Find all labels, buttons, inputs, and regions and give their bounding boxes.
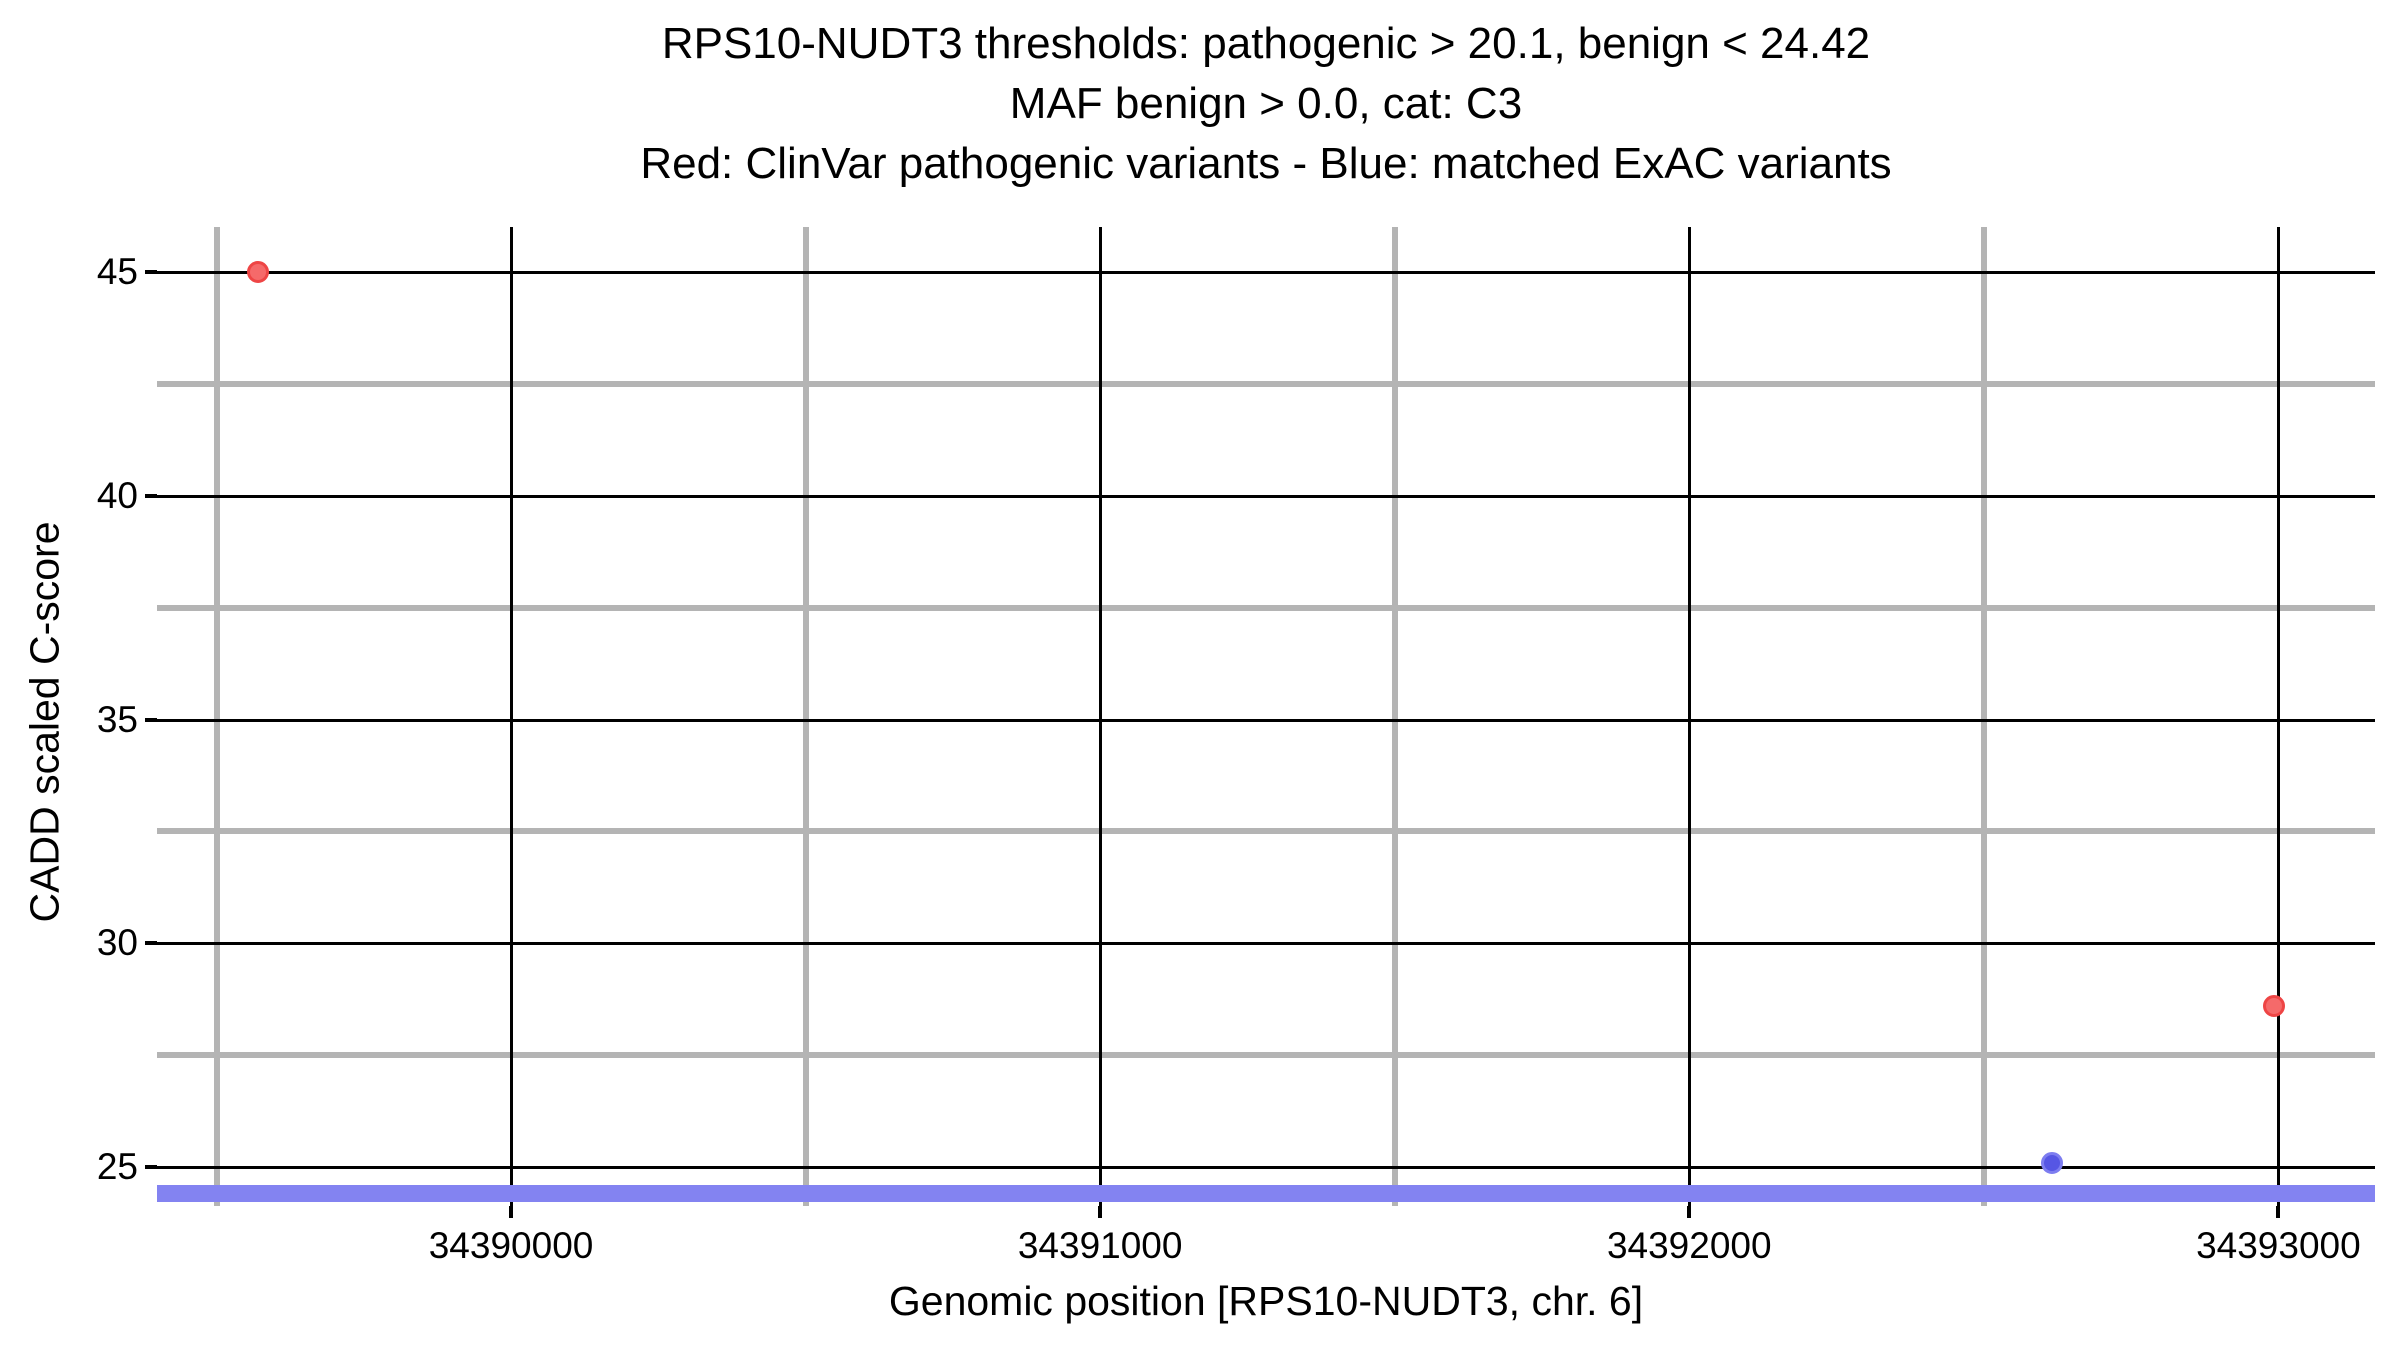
- y-tick-label: 30: [96, 922, 138, 964]
- gridline-minor-horizontal: [157, 381, 2375, 388]
- gridline-major-vertical: [1099, 227, 1103, 1206]
- gridline-minor-horizontal: [157, 604, 2375, 611]
- x-axis-title: Genomic position [RPS10-NUDT3, chr. 6]: [888, 1278, 1644, 1324]
- benign-threshold-bar: [157, 1185, 2375, 1203]
- gridline-minor-vertical: [802, 227, 809, 1206]
- y-tick-label: 45: [96, 251, 138, 293]
- data-point-blue: [2041, 1151, 2064, 1174]
- y-tick-label: 40: [96, 474, 138, 516]
- gridline-minor-vertical: [213, 227, 220, 1206]
- y-tick-mark: [145, 493, 157, 498]
- gridline-minor-vertical: [1391, 227, 1398, 1206]
- y-tick-label: 25: [96, 1146, 138, 1188]
- x-tick-mark: [2276, 1206, 2281, 1218]
- x-tick-mark: [1098, 1206, 1103, 1218]
- y-tick-mark: [145, 941, 157, 946]
- gridline-major-horizontal: [157, 271, 2375, 275]
- gridline-major-horizontal: [157, 942, 2375, 946]
- y-tick-mark: [145, 717, 157, 722]
- x-tick-label: 34390000: [428, 1225, 594, 1266]
- x-tick-label: 34391000: [1017, 1225, 1183, 1266]
- gridline-minor-vertical: [1980, 227, 1987, 1206]
- x-tick-label: 34392000: [1606, 1225, 1772, 1266]
- gridline-major-horizontal: [157, 1166, 2375, 1170]
- chart-title-line-1: RPS10-NUDT3 thresholds: pathogenic > 20.…: [661, 19, 1871, 68]
- data-point-red: [246, 261, 269, 284]
- gridline-minor-horizontal: [157, 1052, 2375, 1059]
- gridline-major-vertical: [2277, 227, 2281, 1206]
- y-tick-label: 35: [96, 698, 138, 740]
- gridline-major-vertical: [510, 227, 514, 1206]
- data-point-red: [2263, 994, 2286, 1017]
- chart-title-line-3: Red: ClinVar pathogenic variants - Blue:…: [640, 139, 1892, 188]
- chart-title-line-2: MAF benign > 0.0, cat: C3: [1009, 79, 1523, 128]
- y-tick-mark: [145, 1165, 157, 1170]
- gridline-major-horizontal: [157, 718, 2375, 722]
- chart-title: RPS10-NUDT3 thresholds: pathogenic > 20.…: [157, 14, 2375, 194]
- x-tick-label: 34393000: [2196, 1225, 2361, 1266]
- gridline-major-horizontal: [157, 494, 2375, 498]
- gridline-major-vertical: [1688, 227, 1692, 1206]
- x-tick-mark: [1687, 1206, 1692, 1218]
- x-tick-mark: [509, 1206, 514, 1218]
- y-tick-mark: [145, 270, 157, 275]
- gridline-minor-horizontal: [157, 828, 2375, 835]
